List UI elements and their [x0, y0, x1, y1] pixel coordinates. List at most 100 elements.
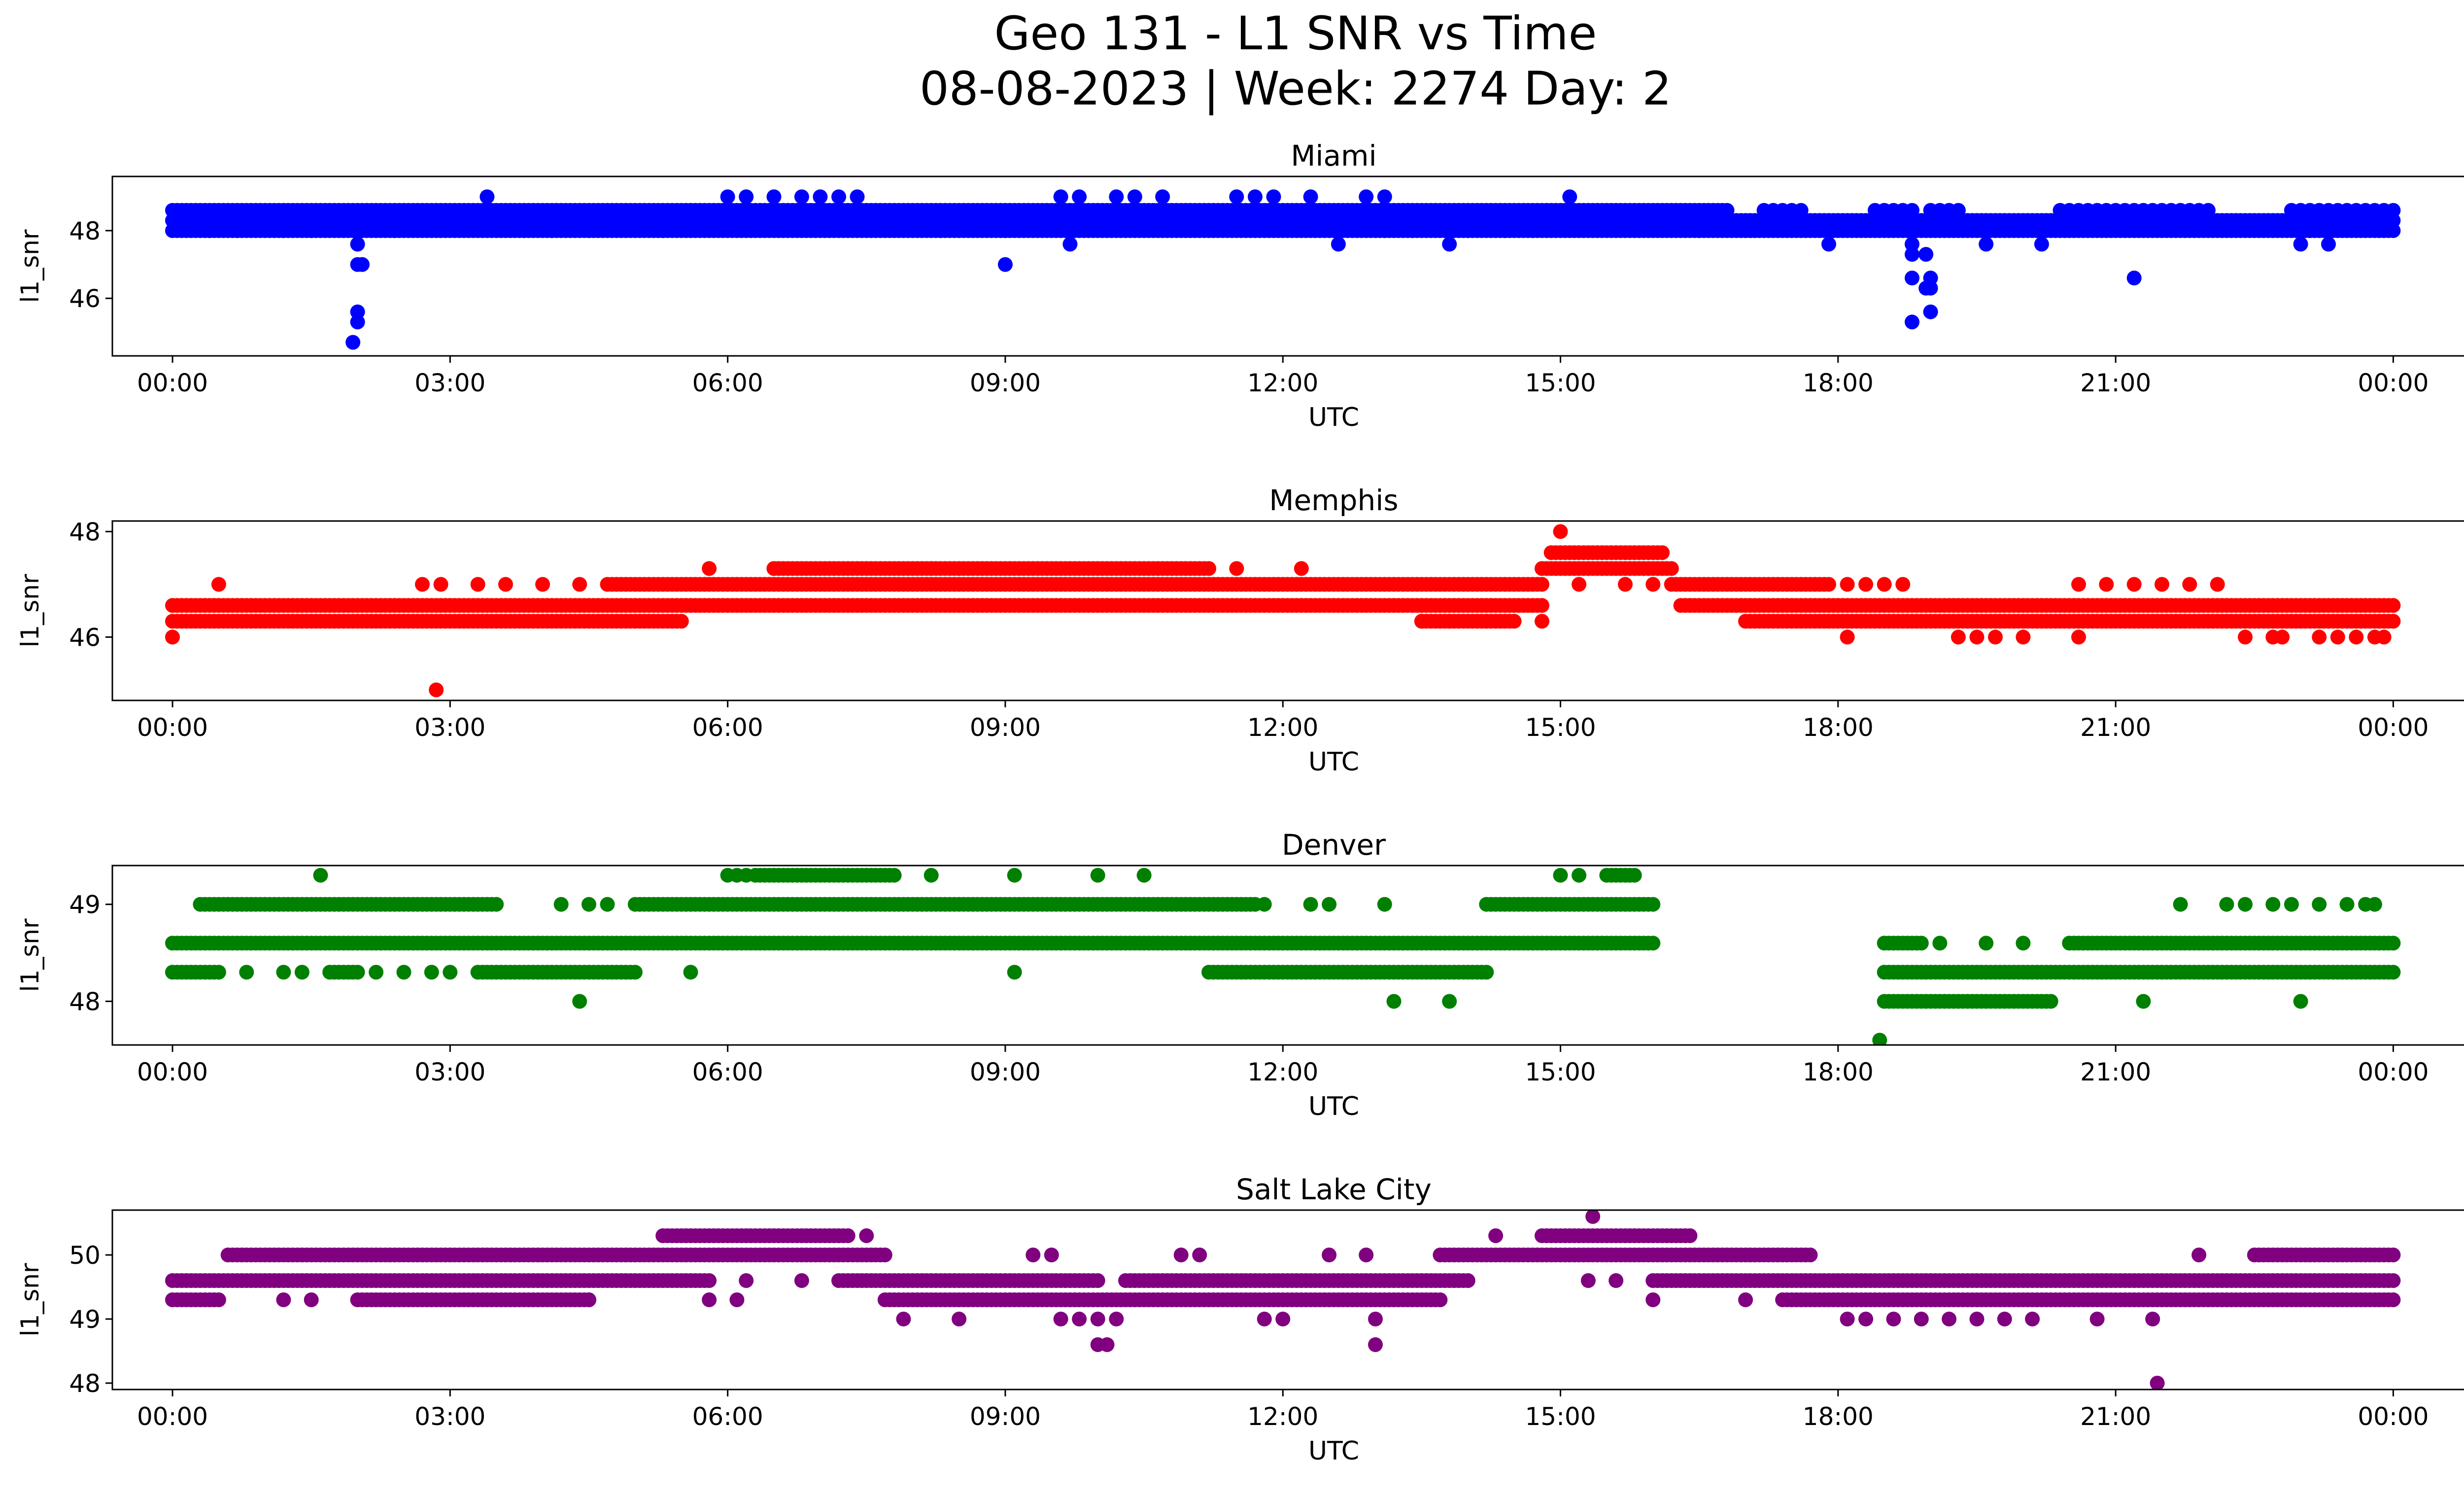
- x-tick-label: 12:00: [1247, 1402, 1318, 1431]
- scatter-series: [165, 1210, 2401, 1390]
- data-point: [350, 237, 365, 252]
- data-point: [1377, 897, 1392, 912]
- x-tick-label: 09:00: [970, 369, 1041, 397]
- data-point: [600, 897, 615, 912]
- data-point: [1664, 561, 1679, 576]
- data-point: [1886, 1312, 1901, 1326]
- data-point: [2210, 577, 2225, 592]
- data-point: [2302, 223, 2318, 238]
- x-tick-label: 00:00: [137, 1402, 208, 1431]
- x-tick-label: 00:00: [137, 369, 208, 397]
- data-point: [1026, 1248, 1041, 1262]
- data-point: [2386, 598, 2401, 613]
- data-point: [2200, 203, 2216, 218]
- data-point: [2145, 1312, 2160, 1326]
- data-point: [1951, 203, 1966, 218]
- data-point: [2089, 1312, 2105, 1326]
- data-point: [1257, 1312, 1272, 1326]
- data-point: [739, 868, 754, 883]
- data-point: [1905, 314, 1919, 330]
- data-point: [2238, 629, 2253, 645]
- data-point: [1969, 1312, 1985, 1326]
- data-point: [2099, 577, 2114, 592]
- data-point: [1322, 1248, 1337, 1262]
- data-point: [433, 577, 448, 592]
- data-point: [202, 223, 217, 238]
- data-point: [997, 223, 1013, 238]
- x-axis-label: UTC: [1308, 403, 1359, 432]
- x-tick-label: 21:00: [2080, 1058, 2151, 1086]
- data-point: [1645, 1292, 1661, 1307]
- x-tick-label: 00:00: [2358, 713, 2429, 742]
- panel-title: Miami: [1291, 139, 1376, 173]
- data-point: [1618, 577, 1633, 592]
- data-point: [1053, 1312, 1068, 1326]
- data-point: [1840, 1312, 1855, 1326]
- data-point: [1007, 965, 1022, 980]
- data-point: [1377, 223, 1392, 238]
- x-tick-label: 03:00: [414, 713, 485, 742]
- data-point: [729, 1292, 745, 1307]
- data-point: [1072, 189, 1087, 205]
- data-point: [1007, 868, 1022, 883]
- data-point: [1580, 1273, 1596, 1288]
- data-point: [1173, 1248, 1189, 1262]
- data-point: [345, 335, 361, 350]
- data-point: [165, 629, 180, 645]
- data-point: [1918, 247, 1934, 262]
- data-point: [1877, 577, 1892, 592]
- data-point: [1303, 897, 1318, 912]
- data-point: [553, 897, 569, 912]
- x-tick-label: 00:00: [2358, 1058, 2429, 1086]
- data-point: [2126, 577, 2142, 592]
- data-point: [350, 304, 365, 319]
- y-tick-label: 48: [69, 987, 101, 1016]
- data-point: [1488, 1228, 1504, 1243]
- y-tick-label: 48: [69, 217, 101, 245]
- data-point: [2182, 577, 2197, 592]
- data-point: [1572, 577, 1587, 592]
- data-point: [1331, 237, 1346, 252]
- x-tick-label: 00:00: [2358, 1402, 2429, 1431]
- data-point: [429, 682, 444, 697]
- data-point: [1053, 189, 1068, 205]
- data-point: [2386, 614, 2401, 629]
- x-tick-label: 15:00: [1525, 369, 1596, 397]
- data-point: [1192, 1248, 1207, 1262]
- data-point: [1914, 936, 1929, 951]
- data-point: [1872, 1033, 1887, 1045]
- data-point: [1229, 561, 1244, 576]
- scatter-series: [165, 189, 2401, 350]
- data-point: [1645, 897, 1661, 912]
- y-tick-label: 48: [69, 518, 101, 546]
- x-tick-label: 06:00: [692, 1402, 763, 1431]
- x-tick-label: 21:00: [2080, 713, 2151, 742]
- data-point: [2386, 1273, 2401, 1288]
- data-point: [582, 223, 596, 238]
- data-point: [2386, 203, 2401, 218]
- data-point: [1821, 577, 1836, 592]
- data-point: [766, 189, 782, 205]
- x-tick-label: 15:00: [1525, 1058, 1596, 1086]
- x-tick-label: 12:00: [1247, 369, 1318, 397]
- data-point: [1719, 203, 1735, 218]
- data-point: [850, 189, 865, 205]
- data-point: [230, 223, 245, 238]
- data-point: [2349, 629, 2364, 645]
- x-tick-label: 09:00: [970, 1058, 1041, 1086]
- data-point: [1572, 868, 1587, 883]
- data-point: [2016, 936, 2031, 951]
- x-tick-label: 18:00: [1803, 1402, 1874, 1431]
- data-point: [1303, 189, 1318, 205]
- data-point: [877, 1248, 892, 1262]
- data-point: [1553, 868, 1568, 883]
- data-point: [2312, 897, 2327, 912]
- data-point: [2312, 629, 2327, 645]
- data-point: [674, 614, 689, 629]
- data-point: [859, 1228, 874, 1243]
- data-point: [1405, 223, 1420, 238]
- x-tick-label: 09:00: [970, 1402, 1041, 1431]
- data-point: [1840, 577, 1855, 592]
